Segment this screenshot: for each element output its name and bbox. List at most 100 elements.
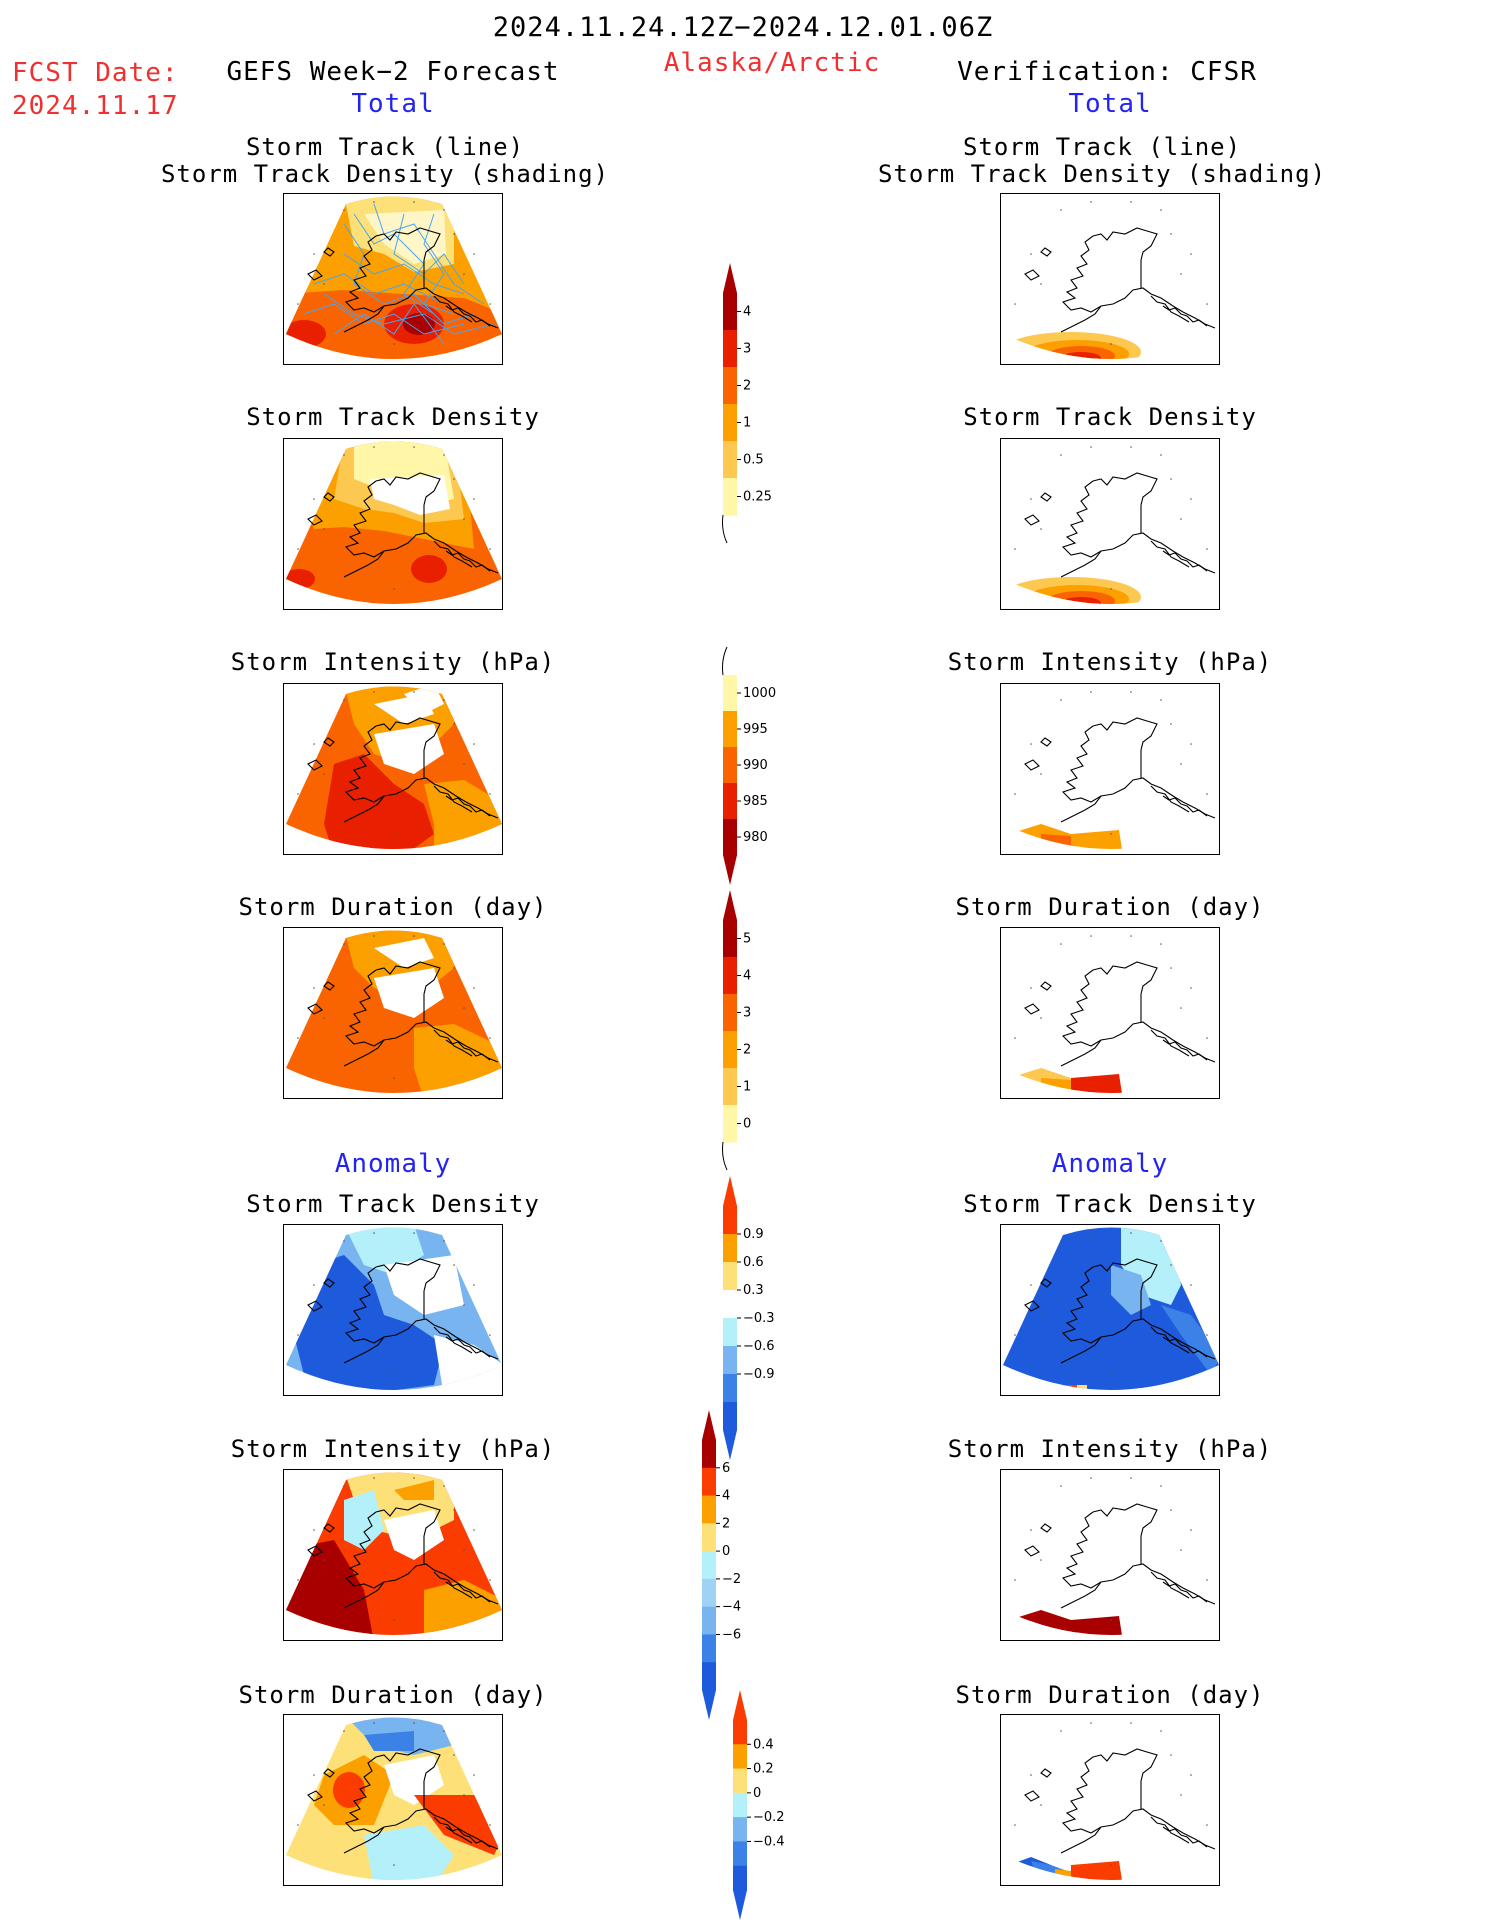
colorbar-swatch	[702, 1606, 716, 1635]
colorbar-swatch	[723, 478, 737, 516]
fcst-date: 2024.11.17	[12, 91, 179, 121]
map-cfsr-track	[1000, 193, 1220, 365]
colorbar-label: 990	[743, 758, 768, 773]
colorbar-duration-total: 5 4 3 2 1 0	[718, 890, 788, 1172]
colorbar-swatch	[723, 994, 737, 1032]
colorbar-intensity-total-svg: 1000 995 990 985 980	[722, 646, 776, 885]
colorbar-swatch	[723, 711, 737, 748]
duration-title-right: Storm Duration (day)	[955, 893, 1265, 921]
colorbar-duration-total-svg: 5 4 3 2 1 0	[722, 890, 751, 1171]
colorbar-intensity-anomaly-svg: 6 4 2 0 −2 −4 −6	[702, 1410, 741, 1720]
colorbar-swatch	[723, 404, 737, 442]
period-title: 2024.11.24.12Z−2024.12.01.06Z	[492, 12, 994, 43]
colorbar-swatch	[733, 1744, 747, 1770]
colorbar-swatch	[723, 920, 737, 958]
colorbar-swatch	[702, 1523, 716, 1552]
colorbar-label: 0.5	[743, 453, 764, 468]
map-cfsr-density-anomaly	[1000, 1224, 1220, 1396]
colorbar-label: −2	[722, 1572, 741, 1587]
anomaly-label-left: Anomaly	[334, 1149, 452, 1179]
duration-title-left: Storm Duration (day)	[238, 893, 548, 921]
colorbar-swatch	[702, 1440, 716, 1469]
colorbar-swatch	[723, 330, 737, 368]
map-gefs-intensity-anomaly	[283, 1469, 503, 1641]
colorbar-swatch	[733, 1720, 747, 1745]
colorbar-swatch	[723, 1374, 737, 1403]
colorbar-tip-top	[723, 1176, 737, 1206]
colorbar-duration-anomaly: 0.4 0.2 0 −0.2 −0.4	[728, 1690, 798, 1920]
intensity-title-right: Storm Intensity (hPa)	[947, 648, 1273, 676]
colorbar-swatch	[723, 1234, 737, 1263]
colorbar-swatch	[723, 1346, 737, 1375]
colorbar-intensity-anomaly: 6 4 2 0 −2 −4 −6	[697, 1410, 767, 1720]
map-gefs-duration	[283, 927, 503, 1099]
anom-intensity-title-right: Storm Intensity (hPa)	[947, 1435, 1273, 1463]
colorbar-end-line	[722, 1141, 728, 1171]
total-label-left: Total	[351, 89, 435, 119]
colorbar-label: 995	[743, 722, 768, 737]
colorbar-swatch	[723, 441, 737, 479]
colorbar-label: 2	[722, 1516, 730, 1531]
colorbar-swatch	[723, 747, 737, 784]
colorbar-swatch	[733, 1817, 747, 1842]
colorbar-label: −6	[722, 1627, 741, 1642]
colorbar-label: 0.3	[743, 1283, 764, 1298]
map-cfsr-intensity-anomaly	[1000, 1469, 1220, 1641]
colorbar-swatch	[733, 1865, 747, 1891]
colorbar-tip-top	[723, 890, 737, 920]
intensity-title-left: Storm Intensity (hPa)	[230, 648, 556, 676]
colorbar-swatch	[702, 1634, 716, 1663]
colorbar-label: −0.4	[753, 1834, 785, 1849]
anom-intensity-title-left: Storm Intensity (hPa)	[230, 1435, 556, 1463]
colorbar-swatch	[723, 1105, 737, 1143]
colorbar-density-total-svg: 4 3 2 1 0.5 0.25	[722, 263, 772, 544]
colorbar-swatch	[723, 1318, 737, 1347]
map-cfsr-density	[1000, 438, 1220, 610]
colorbar-label: 0	[753, 1786, 761, 1801]
colorbar-label: 0.9	[743, 1227, 764, 1242]
colorbar-swatch	[702, 1578, 716, 1608]
colorbar-label: 0.2	[753, 1762, 774, 1777]
colorbar-swatch	[702, 1495, 716, 1524]
map-gefs-track	[283, 193, 503, 365]
colorbar-tip-top	[723, 263, 737, 293]
colorbar-label: 0	[722, 1544, 730, 1559]
colorbar-swatch	[702, 1662, 716, 1691]
anom-density-title-right: Storm Track Density	[963, 1190, 1257, 1218]
total-label-right: Total	[1068, 89, 1152, 119]
map-cfsr-duration-anomaly	[1000, 1714, 1220, 1886]
colorbar-label: −0.6	[743, 1339, 775, 1354]
colorbar-swatch	[702, 1551, 716, 1580]
colorbar-swatch	[702, 1467, 716, 1497]
colorbar-tip-bottom	[733, 1890, 747, 1920]
colorbar-label: 0.25	[743, 490, 772, 505]
colorbar-swatch	[723, 1206, 737, 1235]
colorbar-tip-bottom	[723, 1430, 737, 1460]
anom-duration-title-right: Storm Duration (day)	[955, 1681, 1265, 1709]
track-title-left: Storm Track (line) Storm Track Density (s…	[160, 133, 610, 188]
fcst-label: FCST Date:	[12, 58, 179, 88]
colorbar-tip-bottom	[723, 855, 737, 885]
colorbar-swatch	[723, 293, 737, 331]
colorbar-label: 0	[743, 1117, 751, 1132]
region-title: Alaska/Arctic	[663, 48, 881, 78]
colorbar-label: 3	[743, 342, 751, 357]
colorbar-swatch	[733, 1768, 747, 1794]
colorbar-label: 980	[743, 830, 768, 845]
colorbar-swatch	[723, 783, 737, 820]
verification-title: Verification: CFSR	[957, 57, 1257, 87]
anom-density-title-left: Storm Track Density	[246, 1190, 540, 1218]
density-title-right: Storm Track Density	[963, 403, 1257, 431]
track-title-right: Storm Track (line) Storm Track Density (s…	[877, 133, 1327, 188]
colorbar-density-anomaly: 0.9 0.6 0.3 −0.3 −0.6 −0.9	[718, 1176, 788, 1460]
colorbar-label: 4	[743, 305, 751, 320]
map-gefs-duration-anomaly	[283, 1714, 503, 1886]
colorbar-label: 4	[722, 1489, 730, 1504]
forecast-title: GEFS Week−2 Forecast	[226, 57, 560, 87]
colorbar-label: −4	[722, 1600, 741, 1615]
map-gefs-density	[283, 438, 503, 610]
colorbar-tip-top	[733, 1690, 747, 1720]
colorbar-swatch	[723, 957, 737, 995]
colorbar-swatch	[723, 1031, 737, 1069]
colorbar-label: 1	[743, 1080, 751, 1095]
